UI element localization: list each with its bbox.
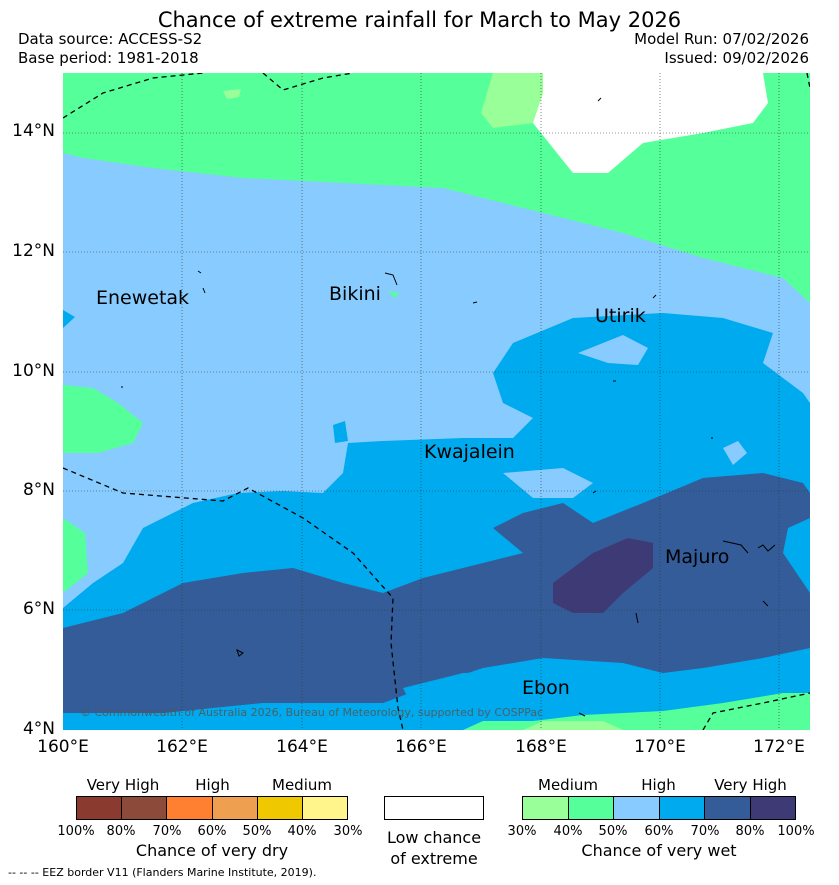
meta-right: Model Run: 07/02/2026 Issued: 09/02/2026 [634,30,809,68]
region-mid-wet-west [63,385,143,453]
copyright-notice: © Commonwealth of Australia 2026, Bureau… [80,706,544,719]
eez-border [63,73,810,730]
eez-note: -- -- -- EEZ border V11 (Flanders Marine… [8,866,317,879]
place-majuro: Majuro [665,546,730,568]
wet-swatch-5 [705,797,751,819]
wet-level-medium: Medium [538,776,598,794]
low-chance-line2: of extreme [390,849,478,868]
lat-label-12: 12°N [12,241,55,261]
wet-swatch-2 [568,797,614,819]
region-medium-wet-patch [223,89,241,99]
region-mid-wet-west2 [63,518,88,593]
wet-tick: 100% [777,824,815,839]
data-source: Data source: ACCESS-S2 [18,30,203,48]
wet-tick: 30% [507,824,537,839]
region-very-high-wet [63,473,810,713]
wet-tick: 40% [553,824,583,839]
wet-tick: 50% [598,824,628,839]
place-ebon: Ebon [522,677,570,699]
lat-label-4: 4°N [22,719,55,739]
lon-label-164: 164°E [276,737,328,757]
dry-swatch-1 [77,797,123,819]
low-chance-line1: Low chance [386,828,482,847]
base-period: Base period: 1981-2018 [18,49,199,67]
dry-legend-title: Chance of very dry [135,841,289,860]
lon-label-162: 162°E [156,737,208,757]
wet-level-very-high: Very High [714,776,787,794]
meta-left: Data source: ACCESS-S2 Base period: 1981… [18,30,202,68]
dry-colorbar [76,796,348,820]
dry-swatch-5 [257,797,303,819]
dry-swatch-4 [212,797,258,819]
lon-label-168: 168°E [515,737,567,757]
dry-swatch-6 [302,797,348,819]
lat-label-8: 8°N [22,480,55,500]
wet-tick: 70% [690,824,720,839]
place-bikini: Bikini [329,283,381,305]
low-chance-label: Low chance of extreme [370,827,498,869]
dry-tick: 100% [57,824,95,839]
model-run: Model Run: 07/02/2026 [634,30,809,48]
lat-label-14: 14°N [12,121,55,141]
dry-tick: 40% [287,824,317,839]
wet-swatch-1 [523,797,569,819]
lon-label-166: 166°E [395,737,447,757]
wet-swatch-3 [614,797,660,819]
lat-label-6: 6°N [22,599,55,619]
dry-level-high: High [195,776,230,794]
lon-label-172: 172°E [753,737,805,757]
region-very-high2-wet [553,538,653,613]
low-chance-swatch [384,796,484,820]
dry-level-very-high: Very High [86,776,160,794]
place-enewetak: Enewetak [96,287,190,309]
wet-tick: 60% [644,824,674,839]
wet-swatch-6 [750,797,795,819]
lon-label-160: 160°E [37,737,89,757]
region-low-chance [533,73,768,173]
map-title: Chance of extreme rainfall for March to … [157,8,682,32]
dry-tick: 50% [242,824,272,839]
dry-tick: 60% [197,824,227,839]
dry-swatch-2 [122,797,168,819]
issued-date: Issued: 09/02/2026 [664,49,809,67]
dry-tick: 80% [106,824,136,839]
place-utirik: Utirik [595,305,646,327]
lon-label-170: 170°E [634,737,686,757]
dry-level-medium: Medium [272,776,332,794]
wet-swatch-4 [659,797,705,819]
islands [121,97,776,717]
wet-tick: 80% [735,824,765,839]
place-kwajalein: Kwajalein [424,441,515,463]
dry-swatch-3 [167,797,213,819]
rainfall-map [63,73,810,730]
lat-label-10: 10°N [12,361,55,381]
wet-level-high: High [641,776,676,794]
wet-legend-title: Chance of very wet [581,841,737,860]
dry-tick: 30% [333,824,363,839]
dry-tick: 70% [152,824,182,839]
wet-colorbar [522,796,796,820]
